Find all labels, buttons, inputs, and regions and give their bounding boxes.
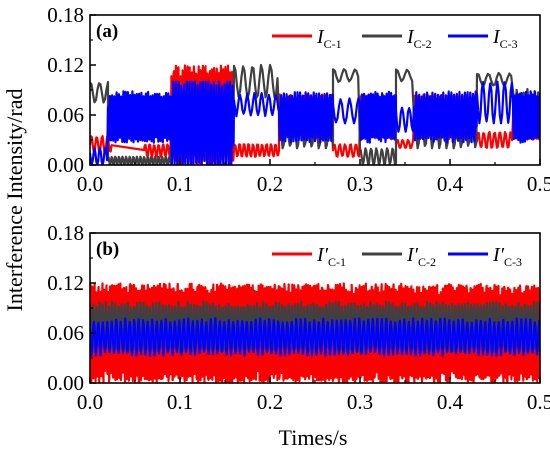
y-tick-label: 0.18 [47, 3, 84, 27]
legend-entry-C-1: IC-1 [316, 26, 342, 51]
x-tick-label: 0.1 [167, 390, 193, 414]
x-tick-label: 0.3 [347, 390, 373, 414]
x-tick-label: 0.3 [347, 172, 373, 196]
x-tick-label: 0.5 [527, 172, 550, 196]
x-tick-label: 0.0 [77, 172, 103, 196]
y-axis-label: Interference Intensity/rad [2, 89, 27, 312]
x-tick-label: 0.4 [437, 390, 464, 414]
x-tick-label: 0.2 [257, 172, 283, 196]
x-tick-label: 0.2 [257, 390, 283, 414]
series-line-C-3 [90, 80, 540, 165]
panel-b: 0.00 0.06 0.12 0.18 0.0 0.1 0.2 0.3 0.4 0.5 (b) I′C… [47, 221, 550, 414]
y-tick-label: 0.00 [47, 153, 84, 177]
y-tick-label: 0.00 [47, 371, 84, 395]
legend-entry-C-2: IC-2 [406, 26, 432, 51]
x-axis-label: Times/s [279, 425, 348, 450]
series-line-C-3 [90, 317, 540, 357]
legend-entry-C-3: I′C-3 [492, 244, 522, 269]
panel-label: (a) [96, 21, 118, 42]
legend-entry-C-3: IC-3 [492, 26, 518, 51]
panel-a: 0.00 0.06 0.12 0.18 0.0 0.1 0.2 0.3 0.4 0.5 (a) IC-… [47, 3, 550, 196]
x-tick-label: 0.1 [167, 172, 193, 196]
y-tick-label: 0.06 [47, 321, 84, 345]
legend-entry-C-2: I′C-2 [406, 244, 436, 269]
x-tick-label: 0.5 [527, 390, 550, 414]
y-tick-label: 0.18 [47, 221, 84, 245]
legend-entry-C-1: I′C-1 [316, 244, 346, 269]
x-tick-label: 0.4 [437, 172, 464, 196]
y-tick-label: 0.12 [47, 271, 84, 295]
x-tick-label: 0.0 [77, 390, 103, 414]
y-tick-label: 0.06 [47, 103, 84, 127]
y-tick-label: 0.12 [47, 53, 84, 77]
panel-label: (b) [96, 239, 119, 260]
